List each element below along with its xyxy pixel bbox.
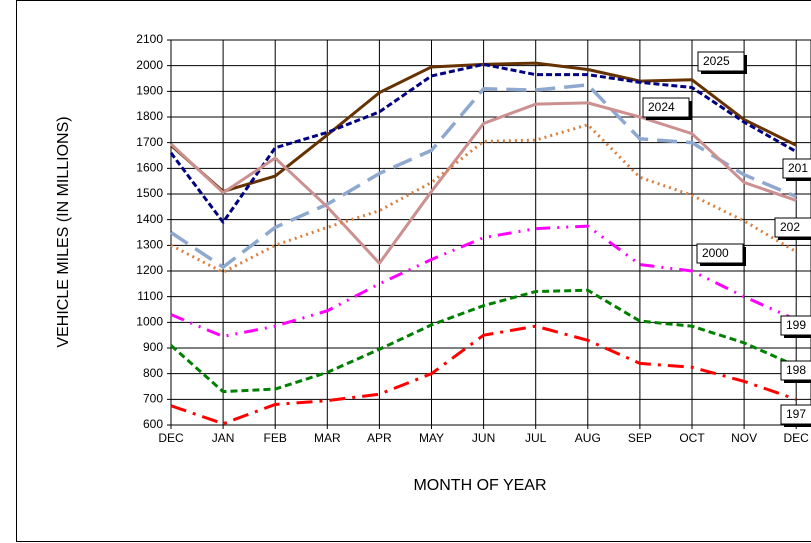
y-tick-label: 1100 <box>137 289 163 303</box>
x-tick-label: OCT <box>679 431 705 445</box>
x-tick-label: AUG <box>575 431 601 445</box>
annotation-label: 2024 <box>648 100 675 114</box>
y-tick-label: 2000 <box>136 58 163 72</box>
y-tick-label: 1600 <box>136 161 163 175</box>
y-tick-label: 1900 <box>136 84 163 98</box>
x-tick-label: JAN <box>212 431 235 445</box>
annotation-label: 2025 <box>703 54 730 68</box>
x-tick-label: JUN <box>472 431 495 445</box>
y-tick-label: 800 <box>143 366 163 380</box>
plot-background <box>170 39 811 426</box>
y-tick-label: 1400 <box>136 212 163 226</box>
y-tick-label: 1500 <box>136 186 163 200</box>
y-tick-label: 700 <box>143 392 163 406</box>
x-tick-label: MAY <box>419 431 444 445</box>
x-tick-label: DEC <box>784 431 810 445</box>
x-tick-label: DEC <box>158 431 184 445</box>
annotation-label: 197 <box>786 407 806 421</box>
series-line <box>169 101 797 265</box>
annotation-box <box>782 158 811 179</box>
y-tick-label: 2100 <box>136 32 163 46</box>
annotation-label: 2000 <box>702 246 729 260</box>
series-line <box>170 324 797 426</box>
annotation-label: 201 <box>788 161 808 175</box>
y-tick-label: 1300 <box>136 238 163 252</box>
annotation-box <box>780 404 811 425</box>
series-line <box>169 62 797 224</box>
chart-border <box>16 0 811 542</box>
y-tick-label: 600 <box>143 417 163 431</box>
series-line <box>170 61 797 193</box>
x-tick-label: MAR <box>314 431 341 445</box>
series-line <box>170 83 797 269</box>
annotation-label: 202 <box>780 220 800 234</box>
x-tick-label: FEB <box>264 431 287 445</box>
annotation-label: 199 <box>786 318 806 332</box>
series-line <box>170 224 797 338</box>
annotation-box <box>696 243 744 264</box>
plot-area <box>170 39 811 426</box>
annotation-label: 198 <box>786 363 806 377</box>
x-tick-label: SEP <box>628 431 652 445</box>
x-tick-label: NOV <box>731 431 757 445</box>
y-tick-label: 1200 <box>136 263 163 277</box>
annotation-box <box>697 51 745 72</box>
x-tick-label: JUL <box>525 431 547 445</box>
series-line <box>170 123 797 274</box>
annotation-box <box>780 360 811 381</box>
y-tick-label: 1800 <box>136 109 163 123</box>
y-axis-title: VEHICLE MILES (IN MILLIONS) <box>55 116 72 347</box>
x-tick-label: APR <box>367 431 392 445</box>
annotation-box <box>642 97 690 118</box>
y-tick-label: 1000 <box>136 315 163 329</box>
y-tick-label: 900 <box>143 340 163 354</box>
annotation-box <box>780 315 811 336</box>
series-line <box>170 288 797 394</box>
annotation-box <box>774 217 811 238</box>
y-tick-label: 1700 <box>136 135 163 149</box>
x-axis-title: MONTH OF YEAR <box>413 477 546 494</box>
